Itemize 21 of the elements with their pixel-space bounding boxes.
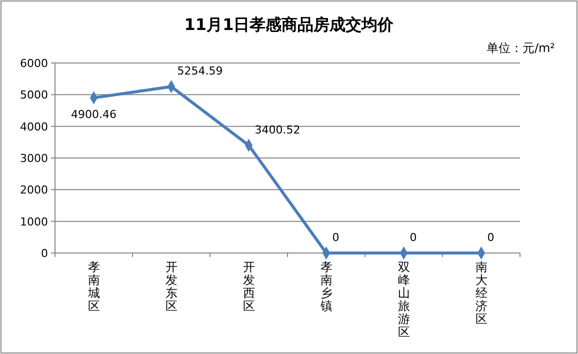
x-tick-label: 南大经济区 (475, 260, 488, 326)
data-label: 5254.59 (177, 64, 223, 78)
x-tick-label: 孝南城区 (86, 260, 100, 313)
data-label: 0 (487, 231, 494, 244)
y-tick-label: 0 (41, 247, 48, 260)
y-tick-label: 5000 (20, 88, 48, 102)
y-tick-label: 4000 (20, 120, 48, 134)
x-tick-label: 孝南乡镇 (319, 260, 332, 313)
x-tick-label: 双峰山旅游区 (398, 260, 410, 339)
chart-title: 11月1日孝感商品房成交均价 (184, 15, 395, 34)
y-tick-label: 1000 (20, 215, 48, 228)
data-label: 0 (332, 231, 340, 244)
y-tick-label: 3000 (20, 152, 48, 165)
y-tick-label: 2000 (20, 184, 48, 197)
data-label: 3400.52 (254, 123, 300, 136)
x-tick-label: 开发东区 (165, 260, 178, 313)
data-label: 4900.46 (71, 108, 116, 121)
y-tick-label: 6000 (20, 57, 48, 70)
text: 单位：元/m² (486, 41, 556, 55)
data-label: 0 (410, 231, 417, 244)
x-tick-label: 开发西区 (242, 260, 255, 313)
